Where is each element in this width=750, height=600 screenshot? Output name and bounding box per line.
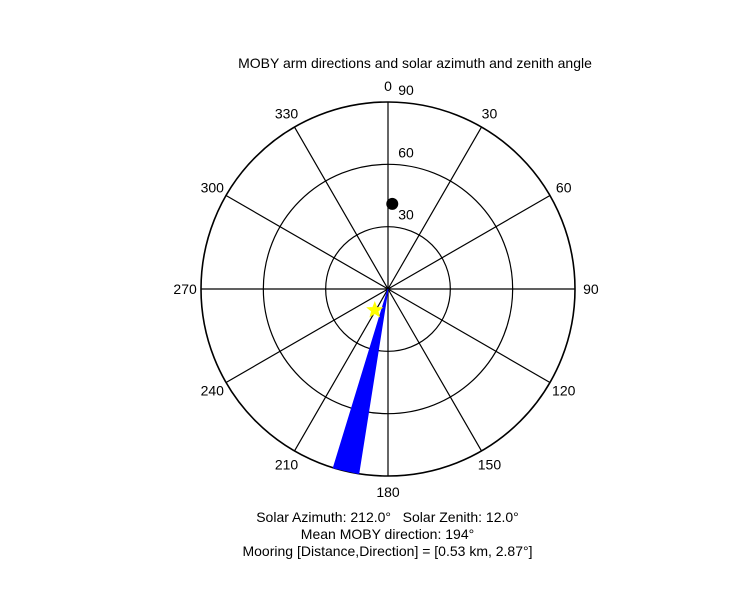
- theta-tick-label: 210: [275, 457, 299, 473]
- angle-spoke: [293, 288, 389, 452]
- chart-title: MOBY arm directions and solar azimuth an…: [238, 55, 592, 71]
- theta-tick-label: 0: [384, 78, 392, 94]
- mean-moby-direction-caption: Mean MOBY direction: 194°: [300, 526, 475, 542]
- angle-spoke: [387, 126, 483, 290]
- theta-tick-label: 60: [556, 180, 572, 196]
- theta-tick-label: 180: [376, 484, 400, 500]
- angle-spoke: [225, 194, 389, 290]
- theta-tick-label: 150: [478, 457, 502, 473]
- theta-tick-label: 300: [201, 180, 225, 196]
- theta-tick-label: 330: [275, 105, 299, 121]
- radial-tick-label: 30: [398, 207, 414, 223]
- angle-spoke: [387, 194, 551, 290]
- angle-spoke: [387, 288, 483, 452]
- sun-position-marker: [366, 301, 384, 318]
- theta-tick-label: 240: [201, 382, 225, 398]
- radial-tick-label: 90: [398, 82, 414, 98]
- angle-spoke: [225, 288, 389, 384]
- theta-tick-label: 120: [552, 382, 576, 398]
- mooring-caption: Mooring [Distance,Direction] = [0.53 km,…: [242, 543, 533, 559]
- theta-tick-label: 30: [482, 105, 498, 121]
- angle-spoke: [387, 288, 551, 384]
- mooring-position-marker: [386, 197, 399, 210]
- theta-tick-label: 90: [583, 281, 599, 297]
- moby-arm-wedge: [332, 288, 389, 475]
- angle-spoke: [293, 126, 389, 290]
- theta-tick-label: 270: [173, 281, 197, 297]
- solar-angles-caption: Solar Azimuth: 212.0° Solar Zenith: 12.0…: [256, 509, 519, 525]
- radial-tick-label: 60: [398, 144, 414, 160]
